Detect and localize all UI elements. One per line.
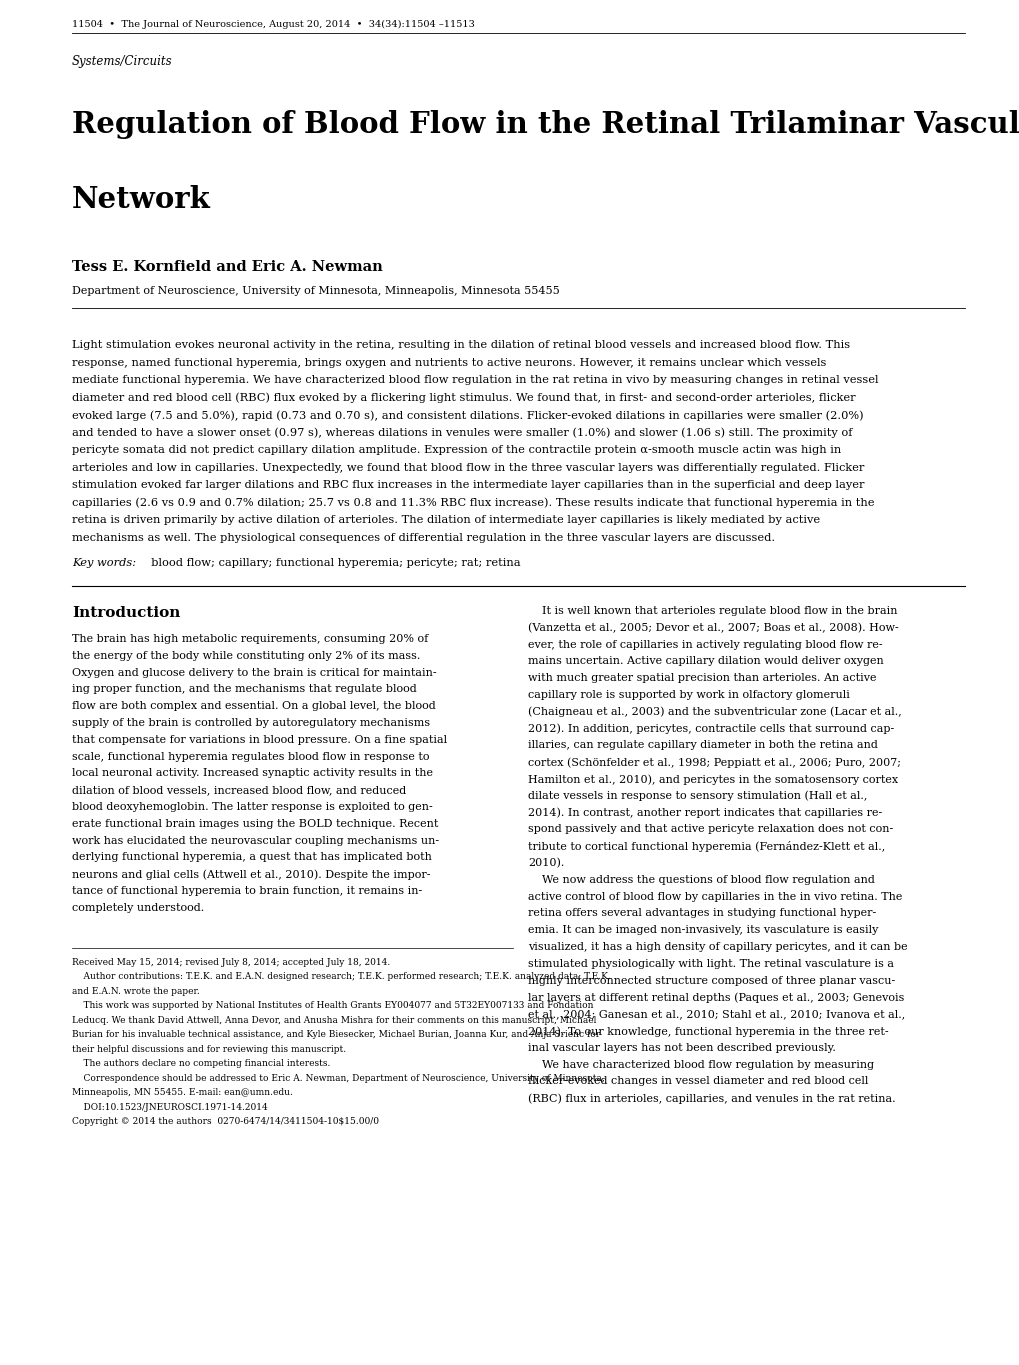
Text: pericyte somata did not predict capillary dilation amplitude. Expression of the : pericyte somata did not predict capillar… [72,445,841,455]
Text: completely understood.: completely understood. [72,902,204,913]
Text: ever, the role of capillaries in actively regulating blood flow re-: ever, the role of capillaries in activel… [528,640,881,650]
Text: 2014). In contrast, another report indicates that capillaries re-: 2014). In contrast, another report indic… [528,808,881,818]
Text: flicker-evoked changes in vessel diameter and red blood cell: flicker-evoked changes in vessel diamete… [528,1077,867,1087]
Text: Department of Neuroscience, University of Minnesota, Minneapolis, Minnesota 5545: Department of Neuroscience, University o… [72,287,559,296]
Text: illaries, can regulate capillary diameter in both the retina and: illaries, can regulate capillary diamete… [528,740,877,751]
Text: Systems/Circuits: Systems/Circuits [72,55,172,68]
Text: and tended to have a slower onset (0.97 s), whereas dilations in venules were sm: and tended to have a slower onset (0.97 … [72,427,852,438]
Text: Introduction: Introduction [72,606,180,620]
Text: capillaries (2.6 vs 0.9 and 0.7% dilation; 25.7 vs 0.8 and 11.3% RBC flux increa: capillaries (2.6 vs 0.9 and 0.7% dilatio… [72,497,873,508]
Text: Regulation of Blood Flow in the Retinal Trilaminar Vascular: Regulation of Blood Flow in the Retinal … [72,111,1019,139]
Text: highly interconnected structure composed of three planar vascu-: highly interconnected structure composed… [528,976,895,986]
Text: mains uncertain. Active capillary dilation would deliver oxygen: mains uncertain. Active capillary dilati… [528,657,882,666]
Text: Copyright © 2014 the authors  0270-6474/14/3411504-10$15.00/0: Copyright © 2014 the authors 0270-6474/1… [72,1117,379,1126]
Text: that compensate for variations in blood pressure. On a fine spatial: that compensate for variations in blood … [72,734,446,745]
Text: Received May 15, 2014; revised July 8, 2014; accepted July 18, 2014.: Received May 15, 2014; revised July 8, 2… [72,958,390,966]
Text: retina is driven primarily by active dilation of arterioles. The dilation of int: retina is driven primarily by active dil… [72,515,819,526]
Text: their helpful discussions and for reviewing this manuscript.: their helpful discussions and for review… [72,1044,345,1054]
Text: response, named functional hyperemia, brings oxygen and nutrients to active neur: response, named functional hyperemia, br… [72,358,825,367]
Text: It is well known that arterioles regulate blood flow in the brain: It is well known that arterioles regulat… [528,606,897,616]
Text: This work was supported by National Institutes of Health Grants EY004077 and 5T3: This work was supported by National Inst… [72,1001,593,1010]
Text: stimulation evoked far larger dilations and RBC flux increases in the intermedia: stimulation evoked far larger dilations … [72,480,864,490]
Text: Burian for his invaluable technical assistance, and Kyle Biesecker, Michael Buri: Burian for his invaluable technical assi… [72,1031,599,1039]
Text: scale, functional hyperemia regulates blood flow in response to: scale, functional hyperemia regulates bl… [72,752,429,762]
Text: We now address the questions of blood flow regulation and: We now address the questions of blood fl… [528,875,874,885]
Text: supply of the brain is controlled by autoregulatory mechanisms: supply of the brain is controlled by aut… [72,718,430,728]
Text: Minneapolis, MN 55455. E-mail: ean@umn.edu.: Minneapolis, MN 55455. E-mail: ean@umn.e… [72,1088,292,1097]
Text: evoked large (7.5 and 5.0%), rapid (0.73 and 0.70 s), and consistent dilations. : evoked large (7.5 and 5.0%), rapid (0.73… [72,410,863,420]
Text: dilate vessels in response to sensory stimulation (Hall et al.,: dilate vessels in response to sensory st… [528,790,866,801]
Text: blood flow; capillary; functional hyperemia; pericyte; rat; retina: blood flow; capillary; functional hypere… [144,558,520,568]
Text: retina offers several advantages in studying functional hyper-: retina offers several advantages in stud… [528,908,875,919]
Text: Tess E. Kornfield and Eric A. Newman: Tess E. Kornfield and Eric A. Newman [72,259,382,274]
Text: stimulated physiologically with light. The retinal vasculature is a: stimulated physiologically with light. T… [528,958,893,969]
Text: neurons and glial cells (Attwell et al., 2010). Despite the impor-: neurons and glial cells (Attwell et al.,… [72,870,430,880]
Text: local neuronal activity. Increased synaptic activity results in the: local neuronal activity. Increased synap… [72,768,433,778]
Text: 2014). To our knowledge, functional hyperemia in the three ret-: 2014). To our knowledge, functional hype… [528,1026,888,1036]
Text: active control of blood flow by capillaries in the in vivo retina. The: active control of blood flow by capillar… [528,891,902,902]
Text: 11504  •  The Journal of Neuroscience, August 20, 2014  •  34(34):11504 –11513: 11504 • The Journal of Neuroscience, Aug… [72,20,475,29]
Text: lar layers at different retinal depths (Paques et al., 2003; Genevois: lar layers at different retinal depths (… [528,992,904,1003]
Text: and E.A.N. wrote the paper.: and E.A.N. wrote the paper. [72,987,200,995]
Text: Key words:: Key words: [72,558,136,568]
Text: tribute to cortical functional hyperemia (Fernández-Klett et al.,: tribute to cortical functional hyperemia… [528,841,884,852]
Text: Hamilton et al., 2010), and pericytes in the somatosensory cortex: Hamilton et al., 2010), and pericytes in… [528,774,898,785]
Text: 2010).: 2010). [528,859,564,868]
Text: blood deoxyhemoglobin. The latter response is exploited to gen-: blood deoxyhemoglobin. The latter respon… [72,803,432,812]
Text: with much greater spatial precision than arterioles. An active: with much greater spatial precision than… [528,673,875,684]
Text: ing proper function, and the mechanisms that regulate blood: ing proper function, and the mechanisms … [72,684,417,695]
Text: arterioles and low in capillaries. Unexpectedly, we found that blood flow in the: arterioles and low in capillaries. Unexp… [72,463,863,472]
Text: cortex (Schönfelder et al., 1998; Peppiatt et al., 2006; Puro, 2007;: cortex (Schönfelder et al., 1998; Peppia… [528,758,900,767]
Text: visualized, it has a high density of capillary pericytes, and it can be: visualized, it has a high density of cap… [528,942,907,951]
Text: mechanisms as well. The physiological consequences of differential regulation in: mechanisms as well. The physiological co… [72,532,774,542]
Text: The authors declare no competing financial interests.: The authors declare no competing financi… [72,1059,330,1067]
Text: derlying functional hyperemia, a quest that has implicated both: derlying functional hyperemia, a quest t… [72,852,431,863]
Text: We have characterized blood flow regulation by measuring: We have characterized blood flow regulat… [528,1059,873,1070]
Text: tance of functional hyperemia to brain function, it remains in-: tance of functional hyperemia to brain f… [72,886,422,895]
Text: emia. It can be imaged non-invasively, its vasculature is easily: emia. It can be imaged non-invasively, i… [528,925,877,935]
Text: flow are both complex and essential. On a global level, the blood: flow are both complex and essential. On … [72,702,435,711]
Text: Leducq. We thank David Attwell, Anna Devor, and Anusha Mishra for their comments: Leducq. We thank David Attwell, Anna Dev… [72,1016,596,1025]
Text: capillary role is supported by work in olfactory glomeruli: capillary role is supported by work in o… [528,689,849,700]
Text: Oxygen and glucose delivery to the brain is critical for maintain-: Oxygen and glucose delivery to the brain… [72,667,436,677]
Text: DOI:10.1523/JNEUROSCI.1971-14.2014: DOI:10.1523/JNEUROSCI.1971-14.2014 [72,1103,268,1111]
Text: diameter and red blood cell (RBC) flux evoked by a flickering light stimulus. We: diameter and red blood cell (RBC) flux e… [72,393,855,403]
Text: Correspondence should be addressed to Eric A. Newman, Department of Neuroscience: Correspondence should be addressed to Er… [72,1074,604,1082]
Text: (Chaigneau et al., 2003) and the subventricular zone (Lacar et al.,: (Chaigneau et al., 2003) and the subvent… [528,707,901,718]
Text: 2012). In addition, pericytes, contractile cells that surround cap-: 2012). In addition, pericytes, contracti… [528,723,894,734]
Text: erate functional brain images using the BOLD technique. Recent: erate functional brain images using the … [72,819,438,829]
Text: Light stimulation evokes neuronal activity in the retina, resulting in the dilat: Light stimulation evokes neuronal activi… [72,340,849,349]
Text: Author contributions: T.E.K. and E.A.N. designed research; T.E.K. performed rese: Author contributions: T.E.K. and E.A.N. … [72,972,610,981]
Text: et al., 2004; Ganesan et al., 2010; Stahl et al., 2010; Ivanova et al.,: et al., 2004; Ganesan et al., 2010; Stah… [528,1009,905,1020]
Text: the energy of the body while constituting only 2% of its mass.: the energy of the body while constitutin… [72,651,420,661]
Text: mediate functional hyperemia. We have characterized blood flow regulation in the: mediate functional hyperemia. We have ch… [72,375,877,385]
Text: The brain has high metabolic requirements, consuming 20% of: The brain has high metabolic requirement… [72,633,428,644]
Text: (RBC) flux in arterioles, capillaries, and venules in the rat retina.: (RBC) flux in arterioles, capillaries, a… [528,1093,895,1104]
Text: Network: Network [72,186,211,214]
Text: inal vascular layers has not been described previously.: inal vascular layers has not been descri… [528,1043,835,1052]
Text: work has elucidated the neurovascular coupling mechanisms un-: work has elucidated the neurovascular co… [72,835,439,845]
Text: spond passively and that active pericyte relaxation does not con-: spond passively and that active pericyte… [528,824,893,834]
Text: dilation of blood vessels, increased blood flow, and reduced: dilation of blood vessels, increased blo… [72,785,406,796]
Text: (Vanzetta et al., 2005; Devor et al., 2007; Boas et al., 2008). How-: (Vanzetta et al., 2005; Devor et al., 20… [528,622,898,633]
